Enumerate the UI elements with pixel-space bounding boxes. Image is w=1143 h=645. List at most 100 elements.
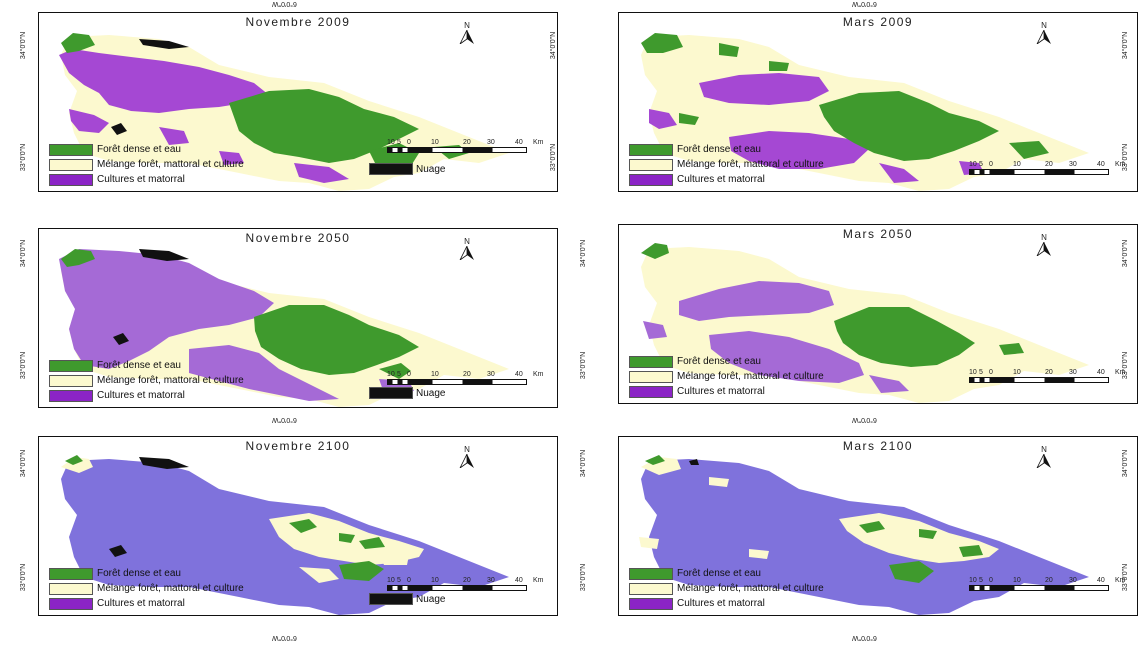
scale-bar: 10 5 0 10 20 30 40 Km (387, 577, 544, 591)
latitude-label: 34°0'0"N (550, 31, 558, 60)
region-crops (699, 73, 829, 105)
region-forest (819, 91, 999, 161)
land-cover-map (639, 455, 1089, 615)
region-forest (834, 307, 975, 367)
legend-label-cloud: Nuage (416, 593, 446, 605)
legend-label-mix: Mélange forêt, mattoral et culture (677, 159, 824, 170)
panel-title: Mars 2009 (842, 15, 914, 29)
legend-label-forest: Forêt dense et eau (97, 360, 181, 371)
legend-label-crops: Cultures et matorral (677, 386, 765, 397)
map-panel-mars-2100: Mars 2100 N Forêt dense et eau Mélange f… (618, 436, 1138, 616)
latitude-label: 33°0'0"N (1122, 143, 1130, 172)
region-crops (59, 249, 274, 369)
scale-bar: 10 5 0 10 20 30 40 Km (969, 577, 1126, 591)
longitude-label: 6°0'0"W (852, 416, 877, 423)
legend-swatch-mix (49, 159, 93, 171)
region-forest (229, 89, 419, 163)
map-panel-novembre-2050: Novembre 2050 N Forêt dense et eau Mélan… (38, 228, 558, 408)
latitude-label: 34°0'0"N (580, 449, 588, 478)
scale-bar: 10 5 0 10 20 30 40 Km (969, 369, 1126, 383)
legend-swatch-cloud (369, 163, 413, 175)
legend-label-cloud: Nuage (416, 387, 446, 399)
north-arrow-icon: N (457, 237, 477, 260)
legend-swatch-mix (629, 159, 673, 171)
panel-title: Mars 2050 (842, 227, 914, 241)
legend-swatch-mix (49, 375, 93, 387)
legend-label-forest: Forêt dense et eau (677, 144, 761, 155)
latitude-label: 33°0'0"N (1122, 563, 1130, 592)
legend-label-forest: Forêt dense et eau (677, 568, 761, 579)
legend-swatch-crops (629, 598, 673, 610)
legend-swatch-cloud (369, 387, 413, 399)
legend-swatch-crops (49, 598, 93, 610)
legend-label-mix: Mélange forêt, mattoral et culture (677, 371, 824, 382)
map-panel-novembre-2009: Novembre 2009 N Forêt dense et eau Mélan… (38, 12, 558, 192)
legend-label-crops: Cultures et matorral (97, 598, 185, 609)
legend-label-mix: Mélange forêt, mattoral et culture (97, 583, 244, 594)
latitude-label: 34°0'0"N (1122, 31, 1130, 60)
legend-swatch-forest (49, 144, 93, 156)
north-arrow-icon: N (1034, 233, 1054, 256)
legend-label-forest: Forêt dense et eau (677, 356, 761, 367)
scale-bar: 10 5 0 10 20 30 40 Km (387, 139, 544, 153)
land-cover-map (61, 455, 509, 615)
scale-bar: 10 5 0 10 20 30 40 Km (387, 371, 544, 385)
legend-label-mix: Mélange forêt, mattoral et culture (97, 375, 244, 386)
latitude-label: 34°0'0"N (20, 449, 28, 478)
scale-bar: 10 5 0 10 20 30 40 Km (969, 161, 1126, 175)
legend-label-crops: Cultures et matorral (97, 174, 185, 185)
legend-label-crops: Cultures et matorral (97, 390, 185, 401)
region-crops (679, 281, 834, 321)
map-panel-mars-2050: Mars 2050 N Forêt dense et eau Mélange f… (618, 224, 1138, 404)
latitude-label: 33°0'0"N (1122, 351, 1130, 380)
legend-label-forest: Forêt dense et eau (97, 568, 181, 579)
legend-swatch-forest (49, 360, 93, 372)
legend-swatch-mix (629, 583, 673, 595)
legend-swatch-forest (629, 568, 673, 580)
legend-swatch-forest (49, 568, 93, 580)
region-forest (289, 519, 317, 533)
latitude-label: 34°0'0"N (20, 239, 28, 268)
panel-title: Mars 2100 (842, 439, 914, 453)
region-forest (254, 305, 419, 375)
legend-swatch-crops (49, 174, 93, 186)
legend-label-mix: Mélange forêt, mattoral et culture (677, 583, 824, 594)
panel-title: Novembre 2100 (245, 439, 351, 453)
panel-title: Novembre 2050 (245, 231, 351, 245)
region-cloud (139, 39, 189, 49)
longitude-label: 6°0'0"W (852, 0, 877, 7)
longitude-label: 6°0'0"W (272, 416, 297, 423)
legend-swatch-cloud (369, 593, 413, 605)
legend-swatch-crops (629, 386, 673, 398)
map-panel-mars-2009: Mars 2009 N Forêt dense et eau Mélange f… (618, 12, 1138, 192)
latitude-label: 33°0'0"N (580, 351, 588, 380)
legend-label-forest: Forêt dense et eau (97, 144, 181, 155)
north-arrow-icon: N (457, 445, 477, 468)
latitude-label: 33°0'0"N (20, 351, 28, 380)
panel-title: Novembre 2009 (245, 15, 351, 29)
land-cover-map (59, 249, 509, 407)
latitude-label: 34°0'0"N (1122, 239, 1130, 268)
legend-swatch-mix (49, 583, 93, 595)
legend-swatch-forest (629, 356, 673, 368)
longitude-label: 6°0'0"W (272, 634, 297, 641)
north-arrow-icon: N (1034, 21, 1054, 44)
legend-label-mix: Mélange forêt, mattoral et culture (97, 159, 244, 170)
latitude-label: 33°0'0"N (550, 143, 558, 172)
legend-label-crops: Cultures et matorral (677, 598, 765, 609)
region-forest (859, 521, 885, 533)
north-arrow-icon: N (457, 21, 477, 44)
latitude-label: 33°0'0"N (580, 563, 588, 592)
legend-label-cloud: Nuage (416, 163, 446, 175)
legend-cloud: Nuage (369, 387, 445, 399)
longitude-label: 6°0'0"W (852, 634, 877, 641)
land-cover-map (641, 33, 1089, 191)
legend-cloud: Nuage (369, 163, 445, 175)
latitude-label: 33°0'0"N (20, 143, 28, 172)
latitude-label: 34°0'0"N (1122, 449, 1130, 478)
legend-swatch-crops (629, 174, 673, 186)
legend-swatch-crops (49, 390, 93, 402)
legend-label-crops: Cultures et matorral (677, 174, 765, 185)
legend-swatch-mix (629, 371, 673, 383)
latitude-label: 34°0'0"N (580, 239, 588, 268)
